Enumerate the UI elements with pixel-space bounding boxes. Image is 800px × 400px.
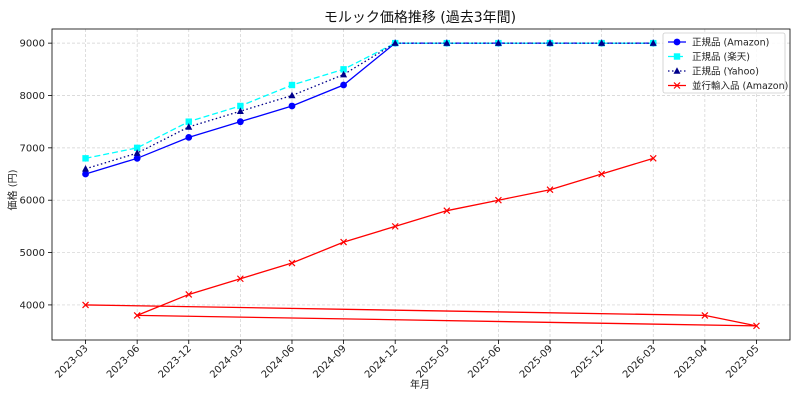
legend-item-1: 正規品 (楽天) <box>668 51 750 63</box>
legend-marker-3-stroke <box>673 82 681 89</box>
data-point-3 <box>701 311 709 319</box>
data-point-1 <box>288 81 296 89</box>
legend-item-3: 並行輸入品 (Amazon) <box>668 80 788 92</box>
y-tick-label: 7000 <box>20 143 45 154</box>
data-point-3-stroke <box>82 301 89 309</box>
data-point-3-stroke <box>288 259 296 267</box>
legend-label-3: 並行輸入品 (Amazon) <box>692 80 788 92</box>
data-point-2 <box>133 149 141 156</box>
data-point-3-stroke <box>236 275 244 283</box>
data-point-3 <box>236 275 244 283</box>
legend-marker-1 <box>673 53 681 60</box>
y-tick-label: 5000 <box>20 248 45 259</box>
y-tick-label: 4000 <box>20 300 45 311</box>
series-line-3 <box>85 157 757 327</box>
data-point-1 <box>237 102 244 110</box>
plot-area-frame <box>51 28 791 341</box>
y-tick-label: 6000 <box>20 196 45 207</box>
data-point-2 <box>494 39 502 46</box>
series-3 <box>82 154 760 330</box>
data-point-0 <box>185 133 193 141</box>
legend-marker-0 <box>673 38 681 46</box>
legend-label-0: 正規品 (Amazon) <box>692 38 769 49</box>
data-point-3-stroke <box>133 311 141 319</box>
y-axis-label: 価格 (円) <box>6 169 19 210</box>
y-axis-ticks: 4000 5000 6000 7000 8000 9000 <box>20 39 52 311</box>
data-point-3-stroke <box>546 186 554 194</box>
data-point-0 <box>288 102 296 110</box>
data-point-3-stroke <box>494 196 502 204</box>
legend-marker-2 <box>673 67 681 74</box>
data-point-1 <box>133 144 141 152</box>
y-tick-label: 9000 <box>20 39 45 50</box>
data-point-3 <box>443 207 451 215</box>
legend-label-2: 正規品 (Yahoo) <box>692 67 759 78</box>
data-point-2 <box>649 39 657 46</box>
data-point-1 <box>82 155 89 162</box>
data-point-3-stroke <box>753 322 760 330</box>
data-point-3 <box>598 170 606 178</box>
data-point-2 <box>546 39 554 46</box>
data-point-3 <box>340 238 348 246</box>
x-axis-label: 年月 <box>410 378 430 391</box>
data-point-2 <box>288 91 296 99</box>
series-line-1 <box>85 42 654 159</box>
data-point-2 <box>340 70 348 78</box>
series-lines <box>82 39 760 330</box>
data-point-1 <box>340 66 347 73</box>
data-point-1 <box>185 118 192 125</box>
legend-box <box>662 32 786 94</box>
series-2 <box>82 39 657 172</box>
data-point-2 <box>391 39 399 46</box>
data-point-3-stroke <box>649 154 657 162</box>
data-point-0 <box>133 154 141 162</box>
data-point-0 <box>82 170 89 178</box>
data-point-2 <box>82 164 90 172</box>
data-point-2 <box>185 123 193 130</box>
legend-marker-3 <box>673 82 681 89</box>
data-point-3-stroke <box>340 238 348 246</box>
data-point-3-stroke <box>701 311 709 319</box>
data-point-3 <box>753 322 760 330</box>
data-point-3-stroke <box>185 291 193 298</box>
data-point-2 <box>598 39 606 46</box>
data-point-3 <box>546 186 554 194</box>
data-point-3-stroke <box>391 222 399 230</box>
data-point-3 <box>185 291 193 298</box>
data-point-3 <box>82 301 89 309</box>
data-point-3 <box>391 222 399 230</box>
data-point-3 <box>133 311 141 319</box>
legend-item-0: 正規品 (Amazon) <box>668 38 769 49</box>
grid-lines <box>52 29 790 340</box>
data-point-3 <box>494 196 502 204</box>
data-point-0 <box>340 81 347 89</box>
legend-label-1: 正規品 (楽天) <box>692 51 750 63</box>
legend-items: 正規品 (Amazon) 正規品 (楽天) 正規品 (Yahoo) 並行輸入品 (Am… <box>668 38 788 92</box>
y-tick-label: 8000 <box>20 91 45 102</box>
data-point-2 <box>443 39 451 46</box>
data-point-3-stroke <box>598 170 606 178</box>
data-point-3 <box>288 259 296 267</box>
chart-title: モルック価格推移 (過去3年間) <box>324 10 516 26</box>
legend-item-2: 正規品 (Yahoo) <box>668 67 759 78</box>
legend: 正規品 (Amazon) 正規品 (楽天) 正規品 (Yahoo) 並行輸入品 (Am… <box>662 32 788 94</box>
data-point-3 <box>649 154 657 162</box>
data-point-0 <box>236 118 244 126</box>
data-point-3-stroke <box>443 207 451 215</box>
data-point-2 <box>236 107 244 115</box>
